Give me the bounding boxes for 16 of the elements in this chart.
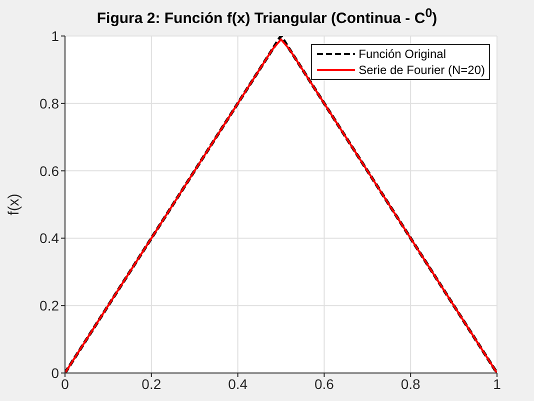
y-tick-label: 1 bbox=[51, 28, 60, 44]
y-tick-label: 0.6 bbox=[40, 162, 60, 179]
chart-title: Figura 2: Función f(x) Triangular (Continua - C$^{0}$) bbox=[96, 6, 438, 27]
legend-label: Serie de Fourier (N=20) bbox=[358, 62, 485, 78]
y-tick-label: 0.8 bbox=[40, 95, 60, 112]
y-axis-title: f(x) bbox=[5, 194, 22, 216]
y-tick-label: 0.2 bbox=[40, 298, 60, 314]
legend-label: Función Original bbox=[358, 46, 446, 62]
x-tick-label: 1 bbox=[493, 376, 502, 392]
x-tick-label: 0.6 bbox=[314, 376, 334, 392]
x-tick-label: 0.8 bbox=[400, 376, 421, 392]
x-tick-label: 0.2 bbox=[142, 376, 162, 392]
x-tick-label: 0.4 bbox=[228, 376, 248, 392]
x-tick-label: 0 bbox=[61, 376, 70, 392]
y-tick-label: 0.4 bbox=[40, 230, 60, 246]
y-tick-label: 0 bbox=[51, 364, 60, 381]
